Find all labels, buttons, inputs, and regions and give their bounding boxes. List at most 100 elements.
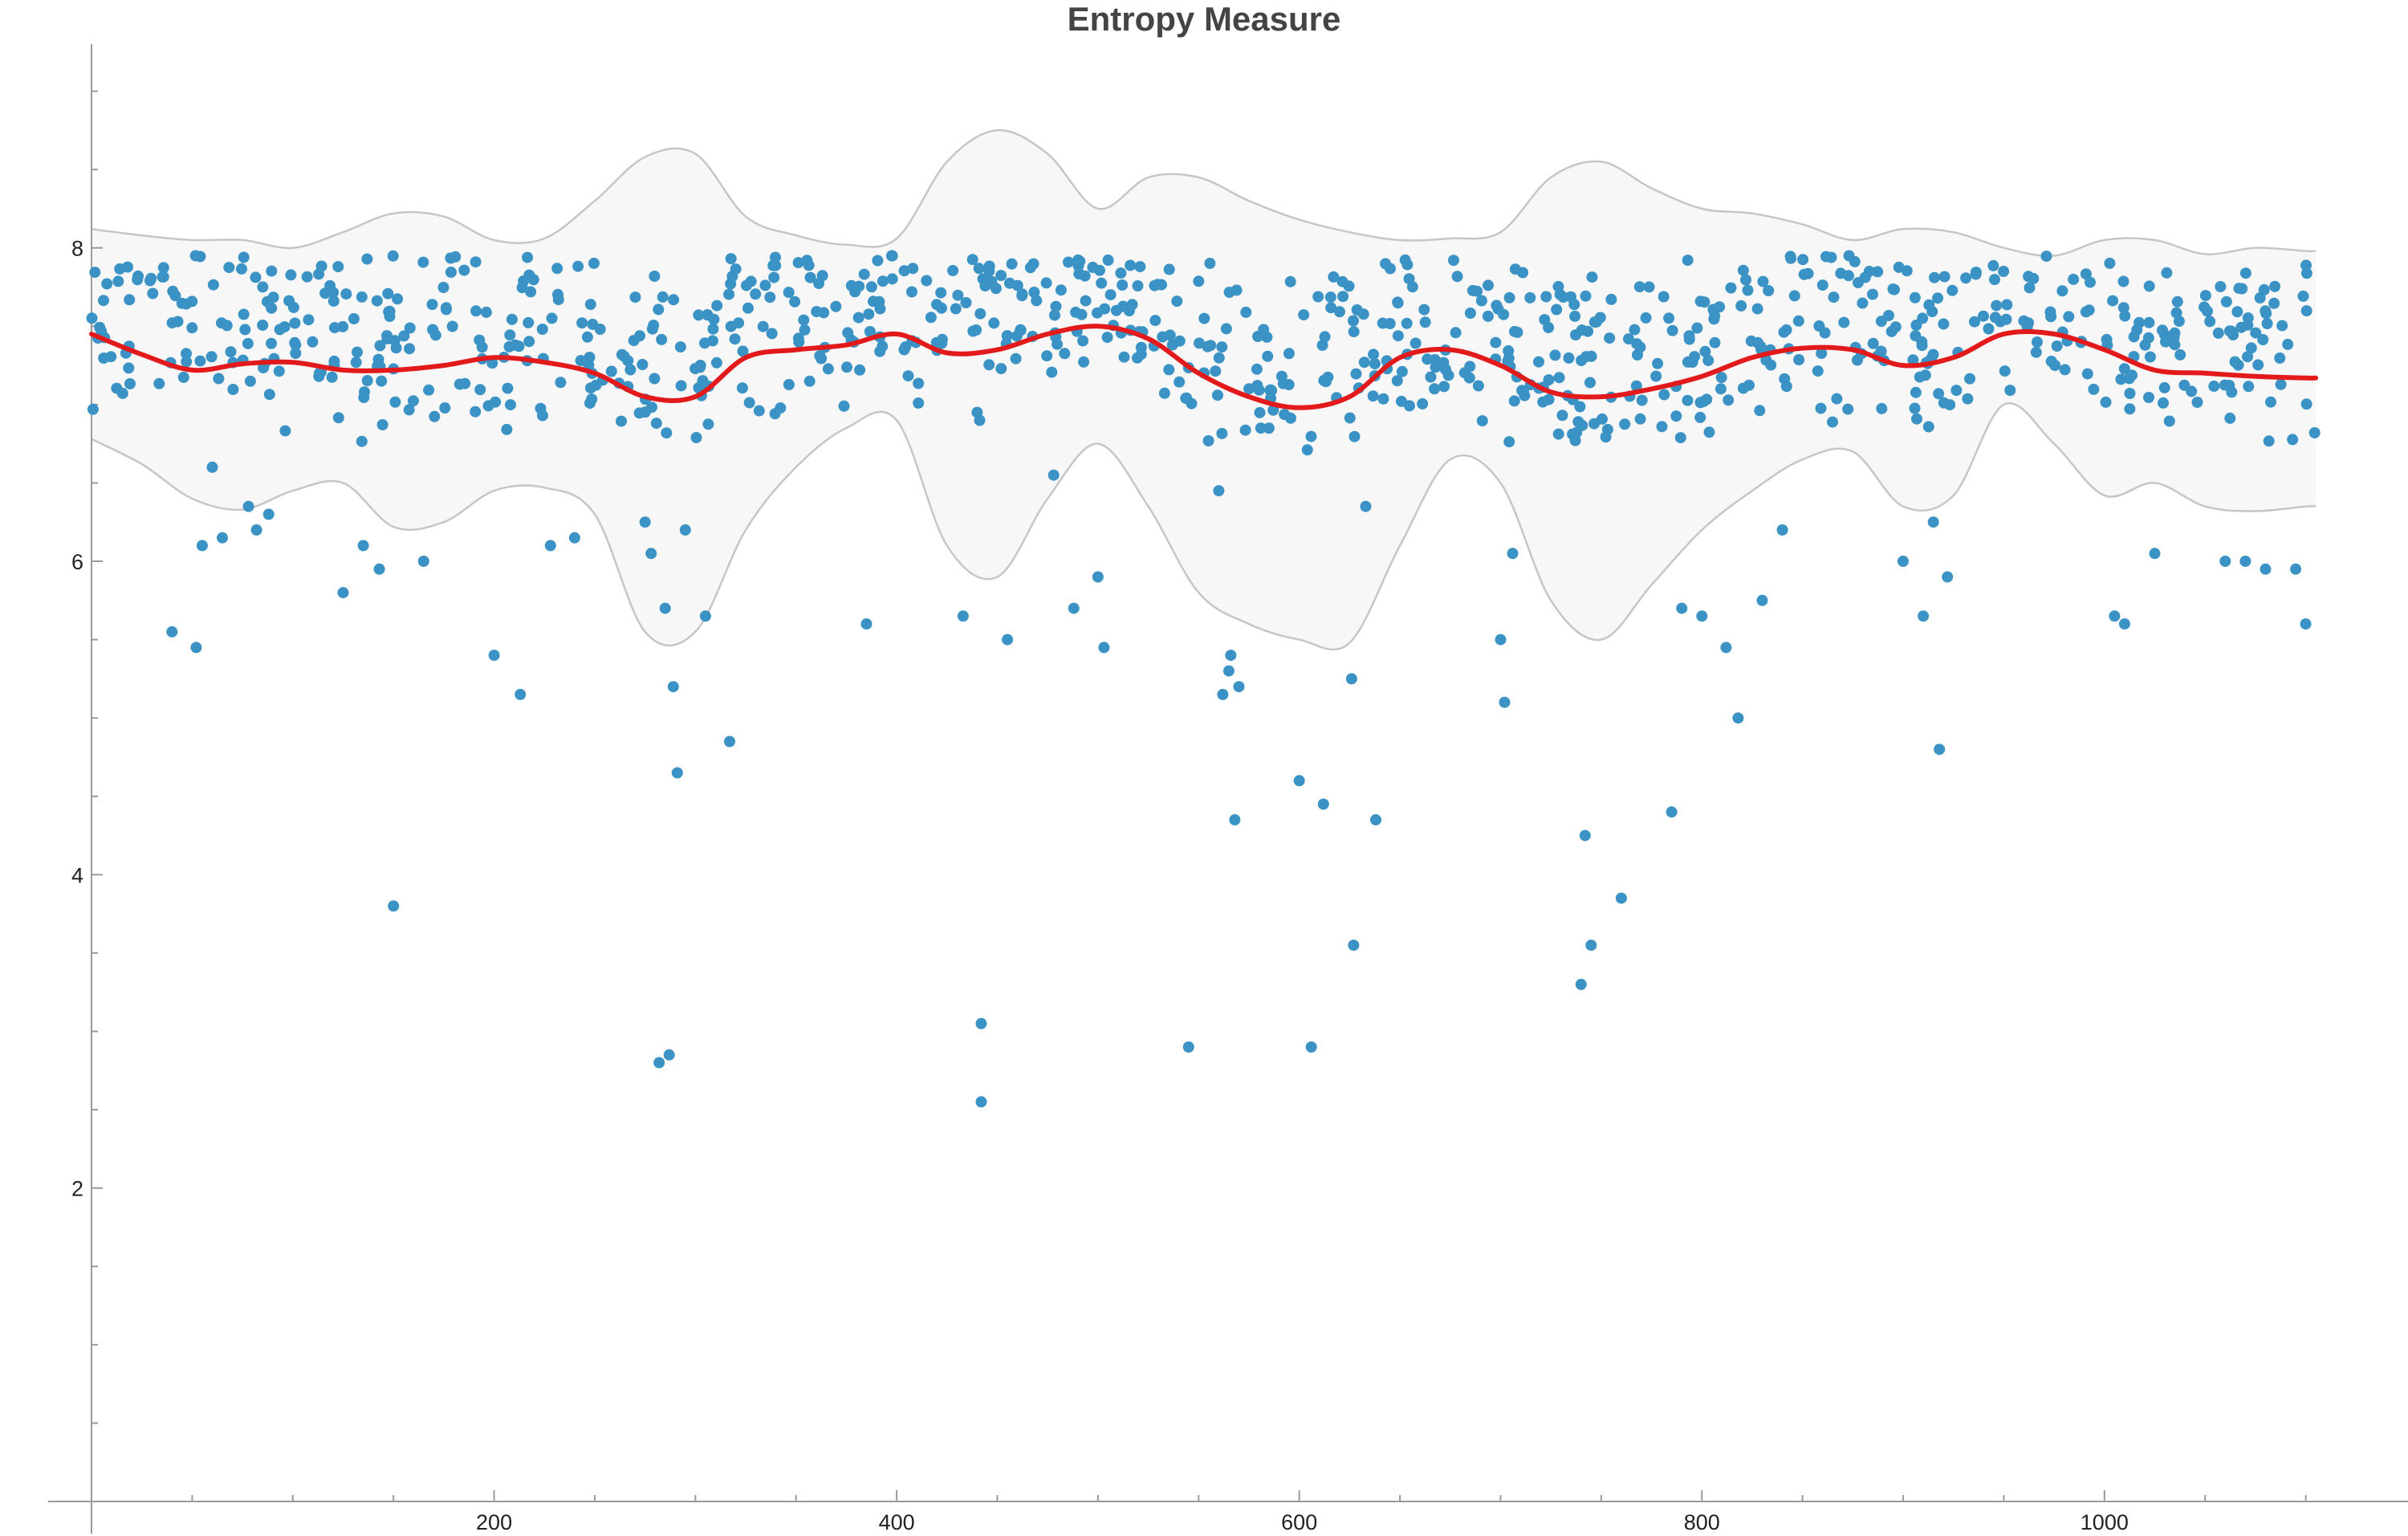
data-point <box>1429 383 1441 395</box>
data-point <box>429 410 441 422</box>
data-point <box>1222 665 1235 677</box>
data-point <box>1666 806 1678 818</box>
data-point <box>1472 380 1484 392</box>
data-point <box>584 299 596 311</box>
data-point <box>864 326 876 337</box>
data-point <box>2275 378 2287 390</box>
data-point <box>2080 268 2092 280</box>
data-point <box>186 322 198 334</box>
data-point <box>2109 610 2121 622</box>
data-point <box>1324 291 1336 304</box>
data-point <box>2199 290 2211 302</box>
data-point <box>995 363 1007 375</box>
data-point <box>1284 275 1296 287</box>
data-point <box>576 317 588 329</box>
data-point <box>973 263 985 275</box>
data-point <box>986 275 998 287</box>
data-point <box>995 270 1007 282</box>
data-point <box>2243 381 2255 393</box>
data-point <box>1163 364 1175 376</box>
data-point <box>376 419 388 430</box>
data-point <box>446 320 458 332</box>
data-point <box>1267 404 1279 416</box>
data-point <box>1995 316 2007 328</box>
data-point <box>157 262 169 274</box>
data-point <box>605 365 617 377</box>
data-point <box>1158 387 1170 399</box>
data-point <box>1883 310 1894 321</box>
data-point <box>2144 351 2156 363</box>
data-point <box>1391 375 1403 387</box>
data-point <box>190 642 202 654</box>
data-point <box>2030 346 2042 358</box>
data-point <box>1126 299 1138 311</box>
data-point <box>266 337 277 349</box>
data-point <box>87 403 99 415</box>
data-point <box>2117 302 2129 314</box>
data-point <box>950 303 962 315</box>
data-point <box>376 375 388 387</box>
data-point <box>2158 397 2169 409</box>
data-point <box>1350 368 1362 380</box>
data-point <box>1180 393 1192 404</box>
data-point <box>1715 372 1727 384</box>
data-point <box>575 355 587 367</box>
data-point <box>1802 267 1814 279</box>
data-point <box>426 299 438 311</box>
data-point <box>166 625 178 638</box>
band-lower-line <box>91 401 2316 651</box>
data-point <box>1325 302 1337 314</box>
data-point <box>1682 394 1694 406</box>
data-point <box>221 320 233 332</box>
data-point <box>404 343 416 355</box>
data-point <box>853 280 865 292</box>
data-point <box>753 405 765 417</box>
data-point <box>1938 271 1950 283</box>
data-point <box>2171 295 2183 308</box>
data-point <box>238 308 250 320</box>
data-point <box>1670 410 1682 422</box>
data-point <box>1696 610 1708 622</box>
data-point <box>207 279 219 291</box>
data-point <box>1255 422 1267 434</box>
data-point <box>931 299 942 311</box>
data-point <box>725 253 737 265</box>
data-point <box>1301 444 1313 456</box>
data-point <box>1911 413 1922 425</box>
data-point <box>1634 341 1646 353</box>
data-point <box>1720 642 1732 654</box>
data-point <box>874 345 886 357</box>
data-point <box>588 257 600 269</box>
data-point <box>1524 291 1536 304</box>
data-point <box>1630 380 1642 392</box>
data-point <box>205 351 218 363</box>
data-point <box>803 375 816 387</box>
data-point <box>2040 251 2052 263</box>
data-point <box>1118 351 1130 363</box>
data-point <box>112 275 124 287</box>
data-point <box>1815 402 1827 414</box>
data-point <box>2104 257 2116 269</box>
data-point <box>1041 350 1053 362</box>
data-point <box>1358 356 1370 369</box>
data-point <box>1418 304 1430 316</box>
data-point <box>1464 308 1476 319</box>
data-point <box>1552 428 1564 440</box>
data-point <box>886 273 898 285</box>
data-point <box>798 314 810 326</box>
data-point <box>167 285 179 297</box>
data-point <box>2157 324 2168 336</box>
data-point <box>975 1096 987 1108</box>
data-point <box>2252 359 2264 371</box>
data-point <box>1914 371 1926 383</box>
data-point <box>2223 380 2235 391</box>
data-point <box>1225 650 1237 662</box>
data-point <box>2263 435 2275 447</box>
data-point <box>348 313 360 324</box>
data-point <box>327 295 340 307</box>
data-point <box>1563 352 1575 364</box>
data-point <box>572 260 584 272</box>
data-point <box>527 274 539 286</box>
data-point <box>1838 316 1850 328</box>
